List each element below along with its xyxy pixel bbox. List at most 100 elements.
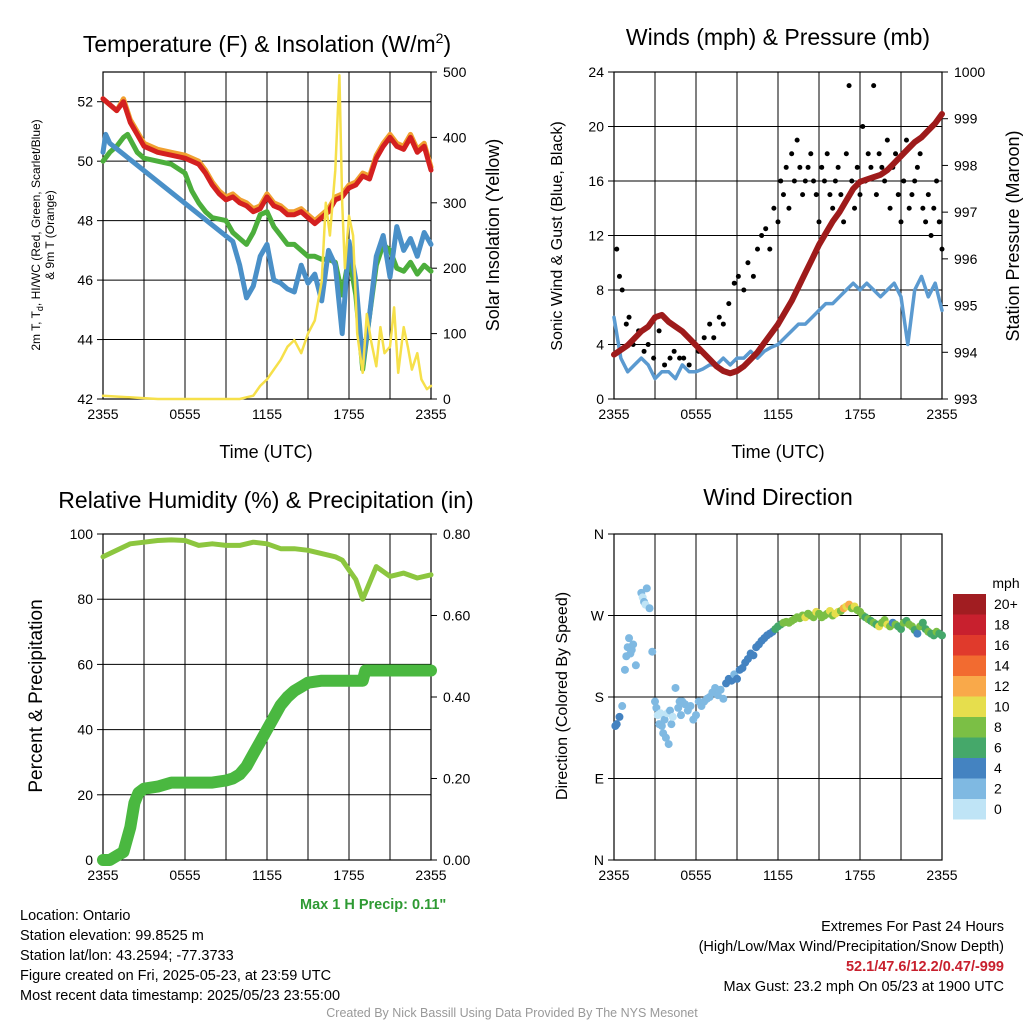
wind-xlabel: Time (UTC) [731, 442, 824, 462]
dir-title: Wind Direction [703, 484, 853, 510]
temp-ylabel-line1: 2m T, Td, HI/WC (Red, Green, Scarlet/Blu… [29, 119, 45, 350]
direction-point [661, 733, 670, 742]
rh-x-tick-label: 1755 [333, 867, 364, 883]
wind-gust-point [667, 355, 673, 361]
dir-frame [613, 533, 943, 861]
wind-x-tick-label: 2355 [926, 406, 957, 422]
rh-y-tick-label: 100 [70, 526, 94, 542]
direction-point [719, 694, 728, 703]
credit-text: Created By Nick Bassill Using Data Provi… [326, 1006, 698, 1020]
wind-gust-point [873, 192, 879, 198]
wind-gust-point [701, 335, 707, 341]
wind-y2-tick-label: 999 [954, 111, 978, 127]
wind-gust-point [780, 192, 786, 198]
temp-xlabel: Time (UTC) [219, 442, 312, 462]
wind-y-tick-label: 24 [588, 64, 604, 80]
direction-point [631, 661, 640, 670]
direction-point [692, 711, 700, 720]
wind-gust-point [726, 301, 732, 307]
wind-gust-point [816, 219, 822, 225]
temp-series-line [101, 74, 433, 401]
wind-gust-point [716, 314, 722, 320]
wind-gust-point [934, 178, 940, 184]
direction-point [667, 720, 676, 729]
wind-ylabel-left: Sonic Wind & Gust (Blue, Black) [549, 121, 566, 350]
rh-ylabel-left: Percent & Precipitation [26, 599, 47, 792]
recent-text: Most recent data timestamp: 2025/05/23 2… [20, 988, 341, 1004]
wind-y2-tick-label: 996 [954, 251, 978, 267]
latlon-text: Station lat/lon: 43.2594; -77.3733 [20, 948, 234, 964]
wind-gust-point [914, 164, 920, 170]
wind-gust-point [791, 178, 797, 184]
temp-x-tick-label: 2355 [87, 406, 118, 422]
wind-gust-point [832, 178, 838, 184]
wind-gust-point [838, 192, 844, 198]
wind-gust-point [623, 321, 629, 327]
temp-series-line [100, 131, 434, 372]
wind-gust-point [846, 83, 852, 89]
legend-swatch [953, 737, 986, 758]
wind-gust-point [775, 219, 781, 225]
direction-point [660, 715, 669, 724]
direction-point [666, 706, 675, 715]
temp-y2-tick-label: 200 [443, 260, 467, 276]
rh-y-tick-label: 80 [77, 591, 93, 607]
rh-y2-tick-label: 0.80 [443, 526, 470, 542]
wind-y2-tick-label: 995 [954, 298, 978, 314]
wind-y2-tick-label: 1000 [954, 64, 985, 80]
direction-point [648, 647, 657, 656]
location-text: Location: Ontario [20, 908, 131, 924]
wind-gust-point [763, 226, 769, 232]
wind-gust-point [789, 151, 795, 157]
wind-gust-point [920, 205, 926, 211]
pressure-line [611, 111, 945, 377]
dir-ylabel-left: Direction (Colored By Speed) [554, 592, 571, 800]
wind-gust-point [879, 164, 885, 170]
rh-y-tick-label: 20 [77, 787, 93, 803]
wind-gust-point [731, 280, 737, 286]
wind-gust-point [906, 205, 912, 211]
wind-gust-point [813, 192, 819, 198]
wind-gust-point [909, 192, 915, 198]
wind-gust-point [893, 151, 899, 157]
temp-y-tick-label: 46 [77, 272, 93, 288]
wind-gust-point [824, 151, 830, 157]
wind-gust-point [786, 205, 792, 211]
direction-point [716, 685, 725, 694]
dir-x-tick-label: 2355 [926, 867, 957, 883]
direction-point [668, 712, 677, 721]
rh-y2-tick-label: 0.40 [443, 689, 470, 705]
legend-label: 2 [994, 781, 1002, 797]
temp-series-line [100, 96, 434, 227]
wind-speed-line [612, 274, 944, 381]
wind-gust-point [830, 205, 836, 211]
direction-point [913, 629, 922, 638]
direction-point [615, 712, 624, 721]
wind-gust-point [641, 348, 647, 354]
direction-point [749, 651, 758, 660]
temp-y-tick-label: 42 [77, 391, 93, 407]
legend-label: 16 [994, 637, 1010, 653]
wind-gust-point [681, 355, 687, 361]
wind-gust-point [778, 178, 784, 184]
wind-gust-point [745, 260, 751, 266]
temp-y-tick-label: 48 [77, 213, 93, 229]
extremes-title: Extremes For Past 24 Hours [821, 919, 1004, 935]
rh-title: Relative Humidity (%) & Precipitation (i… [58, 487, 473, 513]
wind-gust-point [939, 246, 945, 252]
wind-y2-tick-label: 993 [954, 391, 978, 407]
wind-gust-point [797, 164, 803, 170]
direction-point [938, 631, 946, 640]
dir-y-tick-label: E [595, 771, 604, 787]
wind-gust-point [925, 192, 931, 198]
direction-point [625, 634, 634, 643]
dir-y-tick-label: W [591, 608, 605, 624]
wind-gust-point [860, 124, 866, 129]
direction-point [657, 721, 666, 730]
legend-label: 6 [994, 740, 1002, 756]
temp-x-tick-label: 1155 [252, 406, 282, 422]
wind-title: Winds (mph) & Pressure (mb) [626, 24, 930, 50]
temp-series-line [100, 131, 434, 366]
